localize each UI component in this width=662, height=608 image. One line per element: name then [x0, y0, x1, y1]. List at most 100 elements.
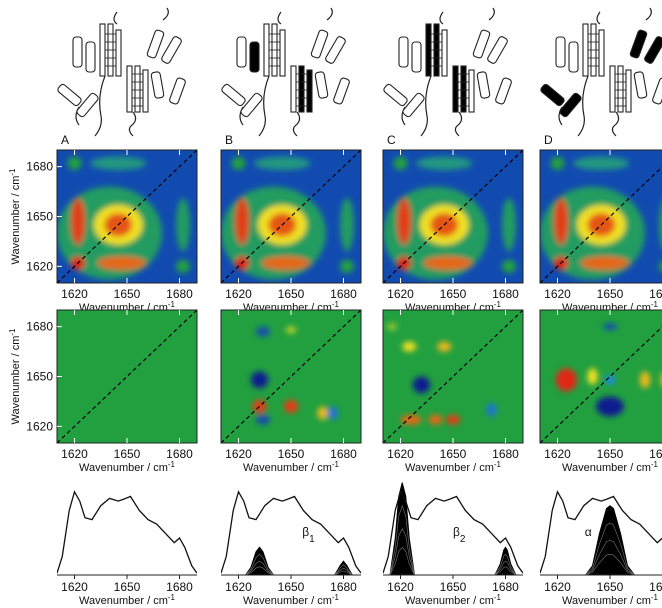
- axis-label-sup: -1: [168, 460, 176, 469]
- y-tick-label: 1620: [26, 419, 53, 433]
- heatmap: [57, 310, 197, 443]
- helix: [73, 37, 82, 67]
- x-tick-label: 1620: [544, 287, 571, 301]
- peak: [68, 157, 82, 170]
- panel-label: C: [387, 133, 396, 147]
- helix: [325, 36, 347, 65]
- peak: [394, 157, 408, 170]
- peak: [235, 198, 249, 245]
- x-tick-label: 1620: [225, 287, 252, 301]
- topology-cartoon: [57, 8, 187, 136]
- peak: [423, 256, 472, 269]
- helix: [634, 71, 647, 98]
- axis-label-text: Wavenumber / cm: [562, 595, 651, 607]
- axis-label-sup: -1: [332, 460, 340, 469]
- y-tick-label: 1650: [26, 210, 53, 224]
- x-tick-label: 1620: [225, 580, 252, 594]
- peak: [640, 372, 651, 389]
- peak: [556, 368, 577, 391]
- strand: [143, 70, 148, 112]
- topology-cartoon: [540, 8, 662, 136]
- peak: [254, 157, 310, 170]
- peak: [256, 415, 270, 425]
- axis-label-text: Wavenumber / cm: [79, 595, 168, 607]
- axis-label: Wavenumber / cm-1: [562, 460, 659, 475]
- peak: [580, 256, 629, 269]
- strand: [100, 24, 105, 76]
- x-tick-label: 1650: [597, 447, 624, 461]
- x-tick-label: 1620: [387, 580, 414, 594]
- helix: [556, 37, 565, 67]
- peak: [402, 342, 416, 352]
- peak: [554, 198, 568, 245]
- x-tick-label: 1650: [278, 580, 305, 594]
- axis-label-sup: -1: [332, 593, 340, 602]
- axis-label: Wavenumber / cm-1: [405, 593, 502, 608]
- x-tick-label: 1650: [114, 580, 141, 594]
- strand: [453, 66, 458, 112]
- helix: [76, 92, 100, 118]
- axis-label-text: Wavenumber / cm: [405, 462, 494, 474]
- helix: [399, 37, 408, 67]
- axis-label: Wavenumber / cm-1: [405, 460, 502, 475]
- axis-label: Wavenumber / cm-1: [243, 460, 340, 475]
- axis-label-text: Wavenumber / cm: [243, 595, 332, 607]
- peak: [502, 198, 516, 251]
- helix: [569, 42, 578, 72]
- helix: [472, 29, 490, 58]
- x-tick-label: 1620: [61, 287, 88, 301]
- peak: [284, 400, 298, 413]
- peak: [328, 406, 339, 419]
- axis-label-text: Wavenumber / cm: [562, 462, 651, 474]
- peak: [596, 396, 624, 416]
- topology-cartoon: [383, 8, 513, 136]
- peak: [502, 260, 516, 273]
- x-tick-label: 1650: [114, 447, 141, 461]
- axis-label-sup: -1: [332, 300, 340, 309]
- x-tick-label: 1650: [278, 447, 305, 461]
- x-tick-label: 1620: [544, 447, 571, 461]
- axis-label-sup: -1: [651, 593, 659, 602]
- strand: [127, 66, 132, 112]
- peak: [387, 323, 398, 330]
- page: 162016501680162016501680Wavenumber / cm-…: [0, 0, 662, 608]
- peak: [256, 327, 270, 337]
- y-tick-label: 1650: [26, 370, 53, 384]
- helix: [402, 92, 426, 118]
- helix: [240, 92, 264, 118]
- heatmap: [540, 150, 662, 283]
- helix: [559, 92, 583, 118]
- helix: [315, 71, 328, 98]
- helix: [644, 36, 662, 65]
- axis-label: Wavenumber / cm-1: [243, 593, 340, 608]
- axis-label-sup: -1: [494, 300, 502, 309]
- helix: [495, 77, 512, 105]
- panel-label: A: [61, 133, 69, 147]
- band-annotation-sub: 1: [309, 534, 315, 545]
- axis-label-text: Wavenumber / cm: [243, 462, 332, 474]
- spectrum-line: [221, 492, 361, 573]
- peak: [97, 256, 146, 269]
- axis-label-sup: -1: [168, 300, 176, 309]
- heatmap: [383, 150, 523, 283]
- band-annotation-sub: 2: [460, 534, 466, 545]
- spectrum: [221, 492, 361, 575]
- axis-label-sup: -1: [168, 593, 176, 602]
- x-tick-label: 1650: [440, 580, 467, 594]
- axis-label: Wavenumber / cm-1: [79, 460, 176, 475]
- spectrum: [57, 492, 197, 573]
- strand: [469, 70, 474, 112]
- strand: [291, 66, 296, 112]
- helix: [310, 29, 328, 58]
- x-tick-label: 1650: [597, 287, 624, 301]
- strand: [442, 30, 447, 76]
- strand: [280, 30, 285, 76]
- helix: [221, 83, 247, 107]
- peak: [340, 260, 354, 273]
- x-tick-label: 1620: [61, 447, 88, 461]
- spectrum: [540, 492, 662, 575]
- y-tick-label: 1620: [26, 259, 53, 273]
- peak: [286, 327, 297, 334]
- axis-label-text: Wavenumber / cm: [10, 176, 22, 265]
- peak: [486, 403, 497, 416]
